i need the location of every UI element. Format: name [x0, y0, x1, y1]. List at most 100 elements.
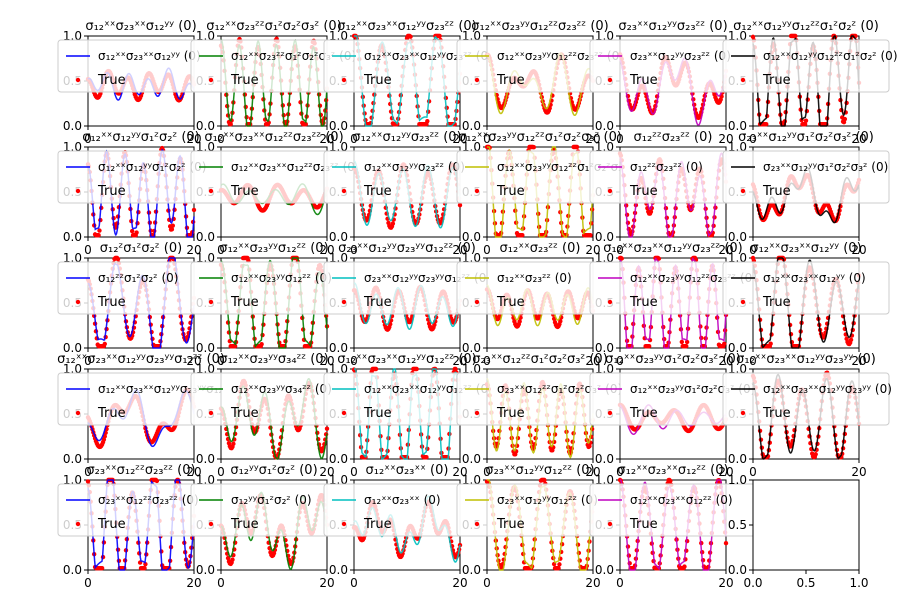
true-point [115, 256, 121, 262]
y-tick-label: 0.0 [196, 230, 215, 244]
legend-label-model: σ₂₃ˣˣσ₁₂ᶻᶻσ₂₃ᶻᶻ (0) [98, 493, 199, 507]
true-point [169, 227, 175, 232]
legend-dot-swatch [341, 299, 347, 305]
x-tick-label: 1.0 [849, 576, 868, 590]
legend-label-model: σ₂₃ˣˣσ₁₂ʸʸσ₂₃ᶻᶻ (0) [630, 49, 731, 63]
legend-label-true: True [230, 184, 259, 199]
subplot-title: σ₂₃ˣˣσ₁₂ʸʸσ₁₂ᶻᶻ (0) [485, 463, 594, 478]
true-point [722, 341, 727, 347]
true-point [750, 34, 756, 40]
legend-label-model: σ₁₂ˣˣσ₂₃ˣˣσ₁₂ʸʸσ₂₃ʸʸ (0) [763, 382, 892, 396]
subplot-title: σ₁₂ˣˣσ₂₃ʸʸσ₁₂ᶻᶻ (0) [219, 241, 328, 256]
subplot-title: σ₁₂ˣˣσ₂₃ˣˣσ₁₂ʸʸσ₂₃ᶻᶻ (0) [603, 241, 742, 256]
subplot-title: σ₁₂ˣˣσ₂₃ᶻᶻσ₁ᶻσ₂ᶻσ₃ᶻ (0) [206, 19, 342, 34]
y-tick-label: 0.0 [196, 563, 215, 577]
legend-label-true: True [762, 73, 791, 88]
legend-dot-swatch [740, 299, 746, 305]
legend: σ₁₂ˣˣσ₁₂ʸʸσ₁ᶻσ₂ᶻ (0) True [57, 150, 225, 204]
legend-box [722, 372, 890, 426]
x-tick-label: 0 [217, 576, 225, 590]
subplot-title: σ₁₂ˣˣσ₂₃ˣˣσ₁₂ʸʸ (0) [85, 19, 196, 34]
legend-label-true: True [363, 73, 392, 88]
legend-label-model: σ₂₃ˣˣσ₁₂ʸʸσ₁ᶻσ₂ᶻσ₃ᶻ (0) [763, 160, 888, 174]
legend-dot-swatch [740, 188, 746, 194]
legend-label-model: σ₁₂ˣˣσ₁₂ʸʸσ₂₃ᶻᶻ (0) [364, 160, 465, 174]
x-tick-label: 20 [186, 132, 201, 146]
subplot-title: σ₁₂ˣˣσ₂₃ˣˣ (0) [366, 463, 449, 478]
legend-label-true: True [363, 517, 392, 532]
subplot-title: σ₂₃ˣˣσ₁₂ʸʸσ₂₃ᶻᶻ (0) [618, 19, 727, 34]
y-tick-label: 0.0 [63, 563, 82, 577]
legend-label-model: σ₁₂ˣˣσ₁₂ʸʸσ₁₂ᶻᶻσ₁ᶻσ₂ᶻ (0) [763, 49, 898, 63]
x-tick-label: 0 [616, 243, 624, 257]
true-point [574, 144, 580, 150]
subplot-title: σ₂₃ˣˣσ₁₂ᶻᶻσ₁ᶻσ₂ᶻσ₃ᶻ (0) [472, 352, 608, 367]
x-tick-label: 20 [718, 576, 733, 590]
true-point [793, 33, 798, 39]
subplot-title: σ₁₂ˣˣσ₂₃ʸʸσ₁ᶻσ₂ᶻσ₃ᶻ (0) [605, 352, 741, 367]
true-point [842, 116, 848, 122]
legend-label-true: True [762, 184, 791, 199]
legend-label-model: σ₁₂ˣˣσ₂₃ˣˣ (0) [364, 493, 441, 507]
legend-label-model: σ₁₂ˣˣσ₂₃ˣˣσ₁₂ʸʸ (0) [763, 271, 866, 285]
legend-label-model: σ₁₂ˣˣσ₁₂ʸʸσ₁ᶻσ₂ᶻ (0) [98, 160, 206, 174]
legend-label-true: True [762, 295, 791, 310]
x-tick-label: 0 [749, 465, 757, 479]
y-tick-label: 0.0 [329, 119, 348, 133]
x-tick-label: 0.0 [743, 576, 762, 590]
true-point [437, 33, 442, 39]
y-tick-label: 0.0 [462, 230, 481, 244]
legend-dot-swatch [208, 77, 214, 83]
legend-dot-swatch [341, 188, 347, 194]
true-point [531, 145, 537, 150]
true-point [96, 233, 101, 238]
legend-dot-swatch [208, 521, 214, 527]
true-point [99, 566, 105, 571]
legend-dot-swatch [474, 299, 480, 305]
legend-box [722, 39, 890, 93]
true-point [390, 221, 396, 226]
subplot-title: σ₁₂ˣˣσ₂₃ˣˣσ₁₂ʸʸσ₂₃ʸʸ (0) [736, 352, 876, 367]
legend-dot-swatch [208, 299, 214, 305]
legend-dot-swatch [474, 521, 480, 527]
legend: σ₂₃ˣˣσ₁₂ʸʸσ₂₃ᶻᶻ (0) True [589, 39, 757, 93]
y-tick-label: 0.0 [63, 230, 82, 244]
legend-dot-swatch [474, 188, 480, 194]
true-point [373, 366, 379, 372]
subplot-title: σ₁₂ˣˣσ₂₃ˣˣσ₁₂ᶻᶻσ₂₃ᶻᶻ (0) [204, 130, 343, 145]
y-tick-label: 0.0 [63, 452, 82, 466]
legend-dot-swatch [607, 188, 613, 194]
subplot-title: σ₁₂ˣˣσ₁₂ʸʸσ₂₃ᶻᶻ (0) [352, 130, 461, 145]
legend-dot-swatch [607, 521, 613, 527]
legend-dot-swatch [75, 410, 81, 416]
x-tick-label: 20 [851, 465, 866, 479]
x-tick-label: 0 [84, 576, 92, 590]
x-tick-label: 0 [350, 132, 358, 146]
true-point [97, 228, 102, 233]
y-tick-label: 0.0 [595, 119, 614, 133]
true-point [259, 342, 264, 347]
x-tick-label: 0.5 [796, 576, 815, 590]
x-tick-label: 20 [718, 243, 733, 257]
true-point [191, 207, 197, 213]
legend-label-true: True [629, 406, 658, 421]
x-tick-label: 0 [217, 465, 225, 479]
y-tick-label: 0.0 [462, 452, 481, 466]
legend-label-true: True [97, 73, 126, 88]
y-tick-label: 0.0 [728, 119, 747, 133]
true-point [85, 479, 91, 484]
legend-label-model: σ₁₂ˣˣσ₂₃ʸʸσ₃₄ᶻᶻ (0) [231, 382, 332, 396]
true-point [520, 233, 525, 238]
x-tick-label: 0 [483, 243, 491, 257]
x-tick-label: 20 [452, 243, 467, 257]
subplot-title: σ₁₂ˣˣσ₂₃ˣˣσ₁₂ʸʸ (0) [750, 241, 861, 256]
subplot-title: σ₁₂ˣˣσ₂₃ʸʸσ₃₄ᶻᶻ (0) [219, 352, 328, 367]
legend-label-true: True [363, 184, 392, 199]
legend: σ₁₂ˣˣσ₂₃ˣˣσ₁₂ʸʸσ₂₃ʸʸ (0) True [722, 372, 892, 426]
legend-label-true: True [97, 184, 126, 199]
